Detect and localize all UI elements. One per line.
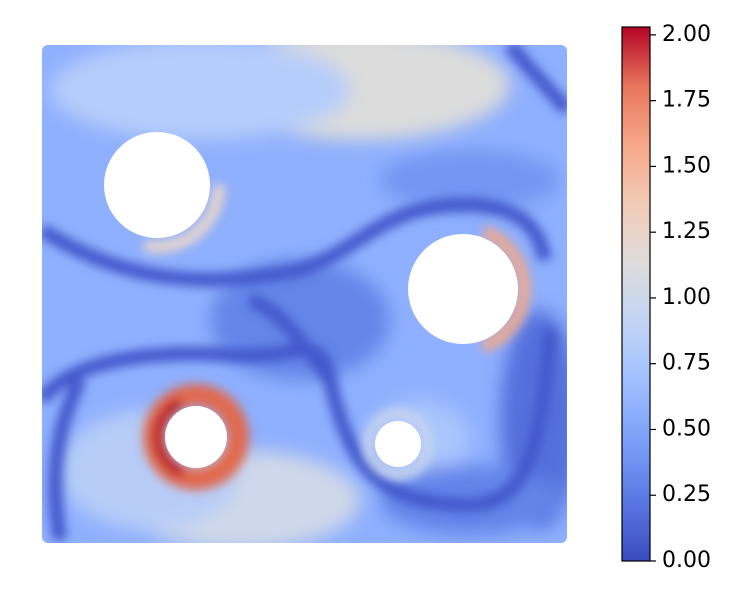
colorbar-tick-label: 0.50 bbox=[662, 416, 711, 441]
colorbar bbox=[621, 26, 651, 562]
colorbar-tick-label: 1.50 bbox=[662, 153, 711, 178]
colorbar-tick-label: 1.00 bbox=[662, 285, 711, 310]
low-bands bbox=[42, 45, 567, 542]
field-shading bbox=[50, 45, 567, 543]
colorbar-tick-label: 2.00 bbox=[662, 22, 711, 47]
hole bbox=[104, 132, 210, 238]
hole bbox=[408, 234, 518, 344]
hole bbox=[165, 406, 227, 468]
colorbar-tick-label: 0.25 bbox=[662, 482, 711, 507]
colorbar-tick-label: 0.75 bbox=[662, 351, 711, 376]
field bbox=[42, 45, 567, 543]
colorbar-tick-label: 1.25 bbox=[662, 219, 711, 244]
high-rings bbox=[89, 117, 530, 490]
colorbar-tick-label: 0.00 bbox=[662, 548, 711, 573]
colorbar-tick-label: 1.75 bbox=[662, 88, 711, 113]
hole bbox=[375, 421, 421, 467]
